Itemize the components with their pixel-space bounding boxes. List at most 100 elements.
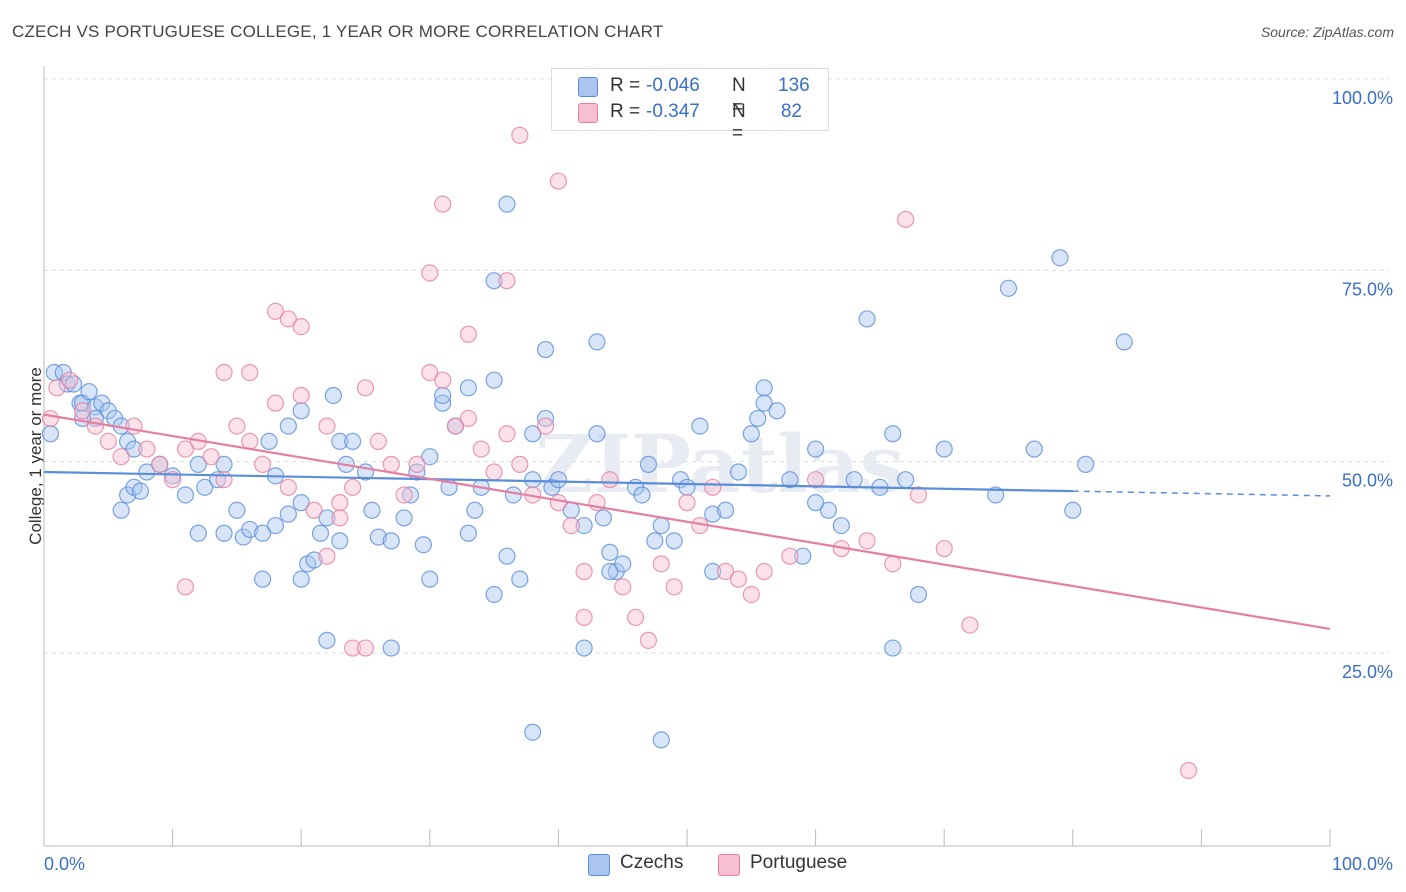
portuguese-point [909, 486, 928, 504]
y-tick-label: 25.0% [1342, 662, 1393, 682]
czechs-point [646, 532, 664, 550]
portuguese-point [806, 471, 825, 489]
czechs-point [189, 524, 207, 542]
czechs-point [318, 631, 336, 649]
portuguese-point [176, 578, 195, 596]
czechs-point [363, 501, 381, 519]
czechs-point [189, 455, 207, 473]
czechs-point [1115, 333, 1133, 351]
portuguese-point [434, 371, 452, 389]
czechs-point [382, 532, 400, 550]
portuguese-point [292, 318, 310, 336]
czechs-point [498, 547, 516, 565]
czechs-point [125, 440, 143, 458]
czechs-point [331, 532, 349, 550]
portuguese-point [498, 425, 516, 443]
legend-n-value: 136 [778, 75, 810, 96]
czechs-point [536, 340, 555, 359]
czechs-point [524, 471, 542, 489]
czechs-point [884, 425, 902, 443]
czechs-point [768, 402, 786, 420]
czechs-point [511, 570, 529, 588]
czechs-point [999, 279, 1018, 297]
czechs-point [279, 505, 297, 523]
x-tick-label: 100.0% [1332, 854, 1393, 874]
czechs-point [755, 394, 773, 412]
czechs-point [1025, 440, 1043, 458]
portuguese-point [331, 494, 349, 512]
portuguese-point [781, 547, 799, 565]
portuguese-point [421, 363, 439, 382]
portuguese-point [254, 455, 272, 473]
czechs-point [575, 639, 593, 657]
portuguese-point [704, 478, 722, 496]
czechs-point [279, 417, 297, 435]
czechs-point [292, 570, 310, 588]
watermark: ZIPatlas [535, 417, 905, 511]
czechs-point [254, 524, 272, 542]
bottom-legend-label: Czechs [620, 852, 684, 873]
portuguese-point [266, 302, 285, 320]
portuguese-point [202, 448, 220, 466]
portuguese-point [601, 471, 619, 489]
portuguese-point [228, 417, 246, 435]
portuguese-point [369, 432, 387, 450]
portuguese-point [884, 555, 902, 573]
y-tick-label: 75.0% [1342, 279, 1393, 299]
portuguese-point [395, 486, 413, 504]
czechs-point [524, 723, 542, 741]
czechs-point [382, 639, 400, 657]
czechs-point [652, 731, 670, 749]
portuguese-point [279, 478, 297, 496]
czechs-trend-extension [1072, 490, 1331, 497]
portuguese-point [61, 371, 79, 389]
portuguese-point [305, 501, 323, 519]
czechs-point [266, 516, 285, 535]
czechs-point [215, 524, 233, 542]
czechs-point [305, 551, 323, 569]
czechs-point [466, 501, 484, 519]
czechs-point [858, 310, 876, 328]
portuguese-point [665, 578, 683, 596]
portuguese-point [639, 631, 658, 649]
czechs-point [806, 494, 825, 512]
czechs-point [504, 486, 522, 504]
portuguese-point [344, 639, 362, 657]
czechs-point [832, 516, 850, 535]
portuguese-point [897, 210, 915, 229]
czechs-point [344, 432, 362, 450]
czechs-point [401, 486, 420, 504]
czechs-point [414, 536, 432, 554]
portuguese-point [716, 562, 735, 581]
portuguese-point [511, 455, 529, 473]
portuguese-point [511, 126, 529, 144]
czechs-point [1051, 249, 1069, 267]
portuguese-point [562, 516, 580, 535]
portuguese-point [459, 409, 477, 428]
czechs-point [41, 425, 60, 443]
portuguese-point [164, 471, 182, 489]
czechs-point [639, 455, 658, 473]
bottom-legend-swatch-portuguese [718, 854, 740, 876]
portuguese-point [318, 547, 336, 565]
czechs-point [704, 505, 722, 523]
portuguese-point [421, 264, 439, 282]
czechs-point [588, 333, 606, 351]
czechs-point [498, 195, 516, 213]
chart-title: CZECH VS PORTUGUESE COLLEGE, 1 YEAR OR M… [12, 22, 664, 41]
czechs-point [131, 482, 150, 500]
czechs-point [594, 509, 613, 527]
czechs-point [138, 463, 156, 481]
czechs-point [485, 272, 503, 290]
legend-n-label: N = [732, 75, 746, 118]
czechs-point [633, 486, 651, 504]
czechs-point [524, 425, 542, 443]
portuguese-point [575, 562, 593, 581]
czechs-point [1064, 501, 1082, 519]
y-tick-label: 100.0% [1332, 88, 1393, 108]
czechs-point [749, 409, 767, 428]
portuguese-point [344, 478, 362, 496]
legend-r-value: -0.046 [646, 75, 700, 96]
portuguese-point [1179, 761, 1198, 780]
bottom-legend-swatch-czechs [588, 854, 610, 876]
